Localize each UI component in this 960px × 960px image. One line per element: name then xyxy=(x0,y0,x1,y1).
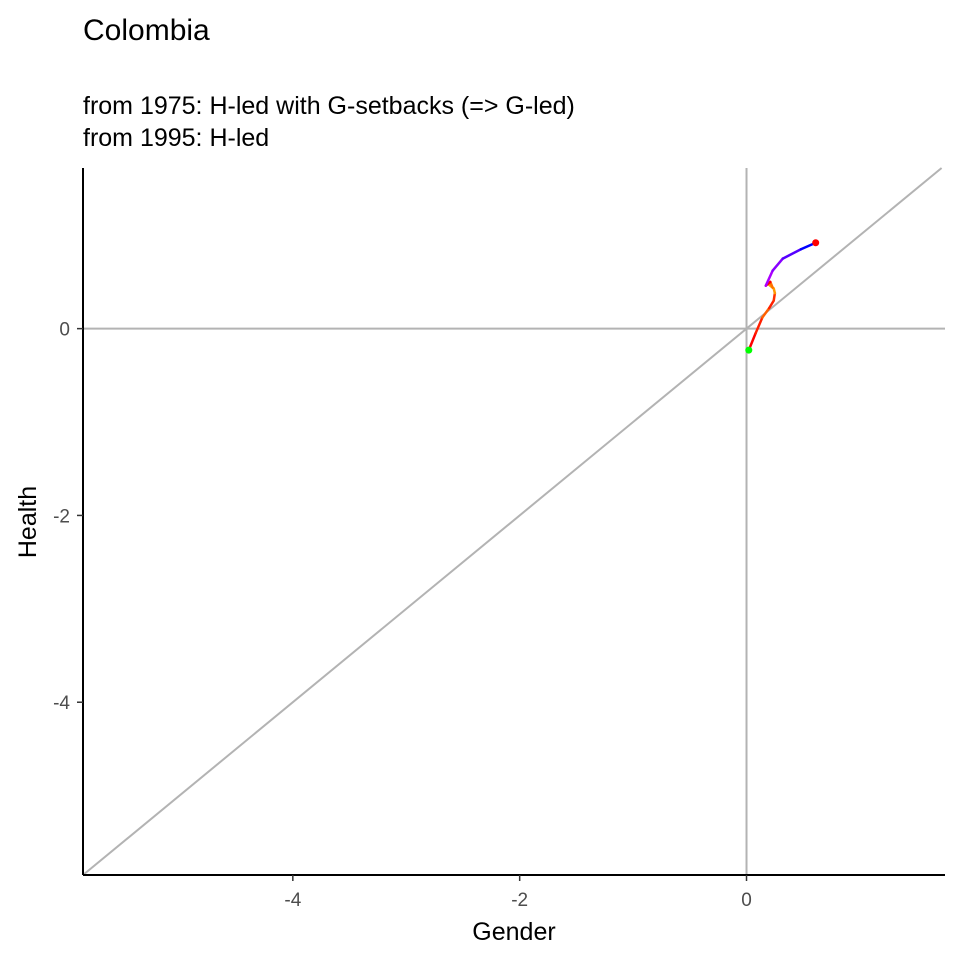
y-tick-label: -4 xyxy=(53,693,70,714)
chart-title: Colombia xyxy=(83,14,210,47)
x-axis-title: Gender xyxy=(472,918,555,946)
y-tick-label: 0 xyxy=(59,320,70,341)
trajectory-segment xyxy=(764,269,774,287)
x-tick-label: -2 xyxy=(511,890,528,911)
diagonal-reference-line xyxy=(82,167,943,876)
trajectory xyxy=(747,241,817,352)
chart-subtitle-line-1: from 1975: H-led with G-setbacks (=> G-l… xyxy=(83,92,575,120)
trajectory-segment xyxy=(761,306,771,319)
y-axis-title: Health xyxy=(14,486,42,558)
axes xyxy=(82,168,945,876)
end-point xyxy=(812,239,820,247)
start-point xyxy=(745,346,753,354)
y-tick-label: -2 xyxy=(53,506,70,527)
trajectory-segment xyxy=(771,257,785,272)
trajectory-segment xyxy=(781,248,803,260)
ticks: -4 -2 0 -4 -2 0 xyxy=(53,320,752,911)
endpoints xyxy=(745,239,820,354)
trajectory-segment xyxy=(754,316,764,335)
x-tick-label: -4 xyxy=(284,890,301,911)
x-tick-label: 0 xyxy=(741,890,752,911)
trajectory-segment xyxy=(767,299,775,310)
trajectory-segment xyxy=(772,291,777,302)
reference-lines xyxy=(82,167,945,876)
chart-subtitle-line-2: from 1995: H-led xyxy=(83,124,269,152)
